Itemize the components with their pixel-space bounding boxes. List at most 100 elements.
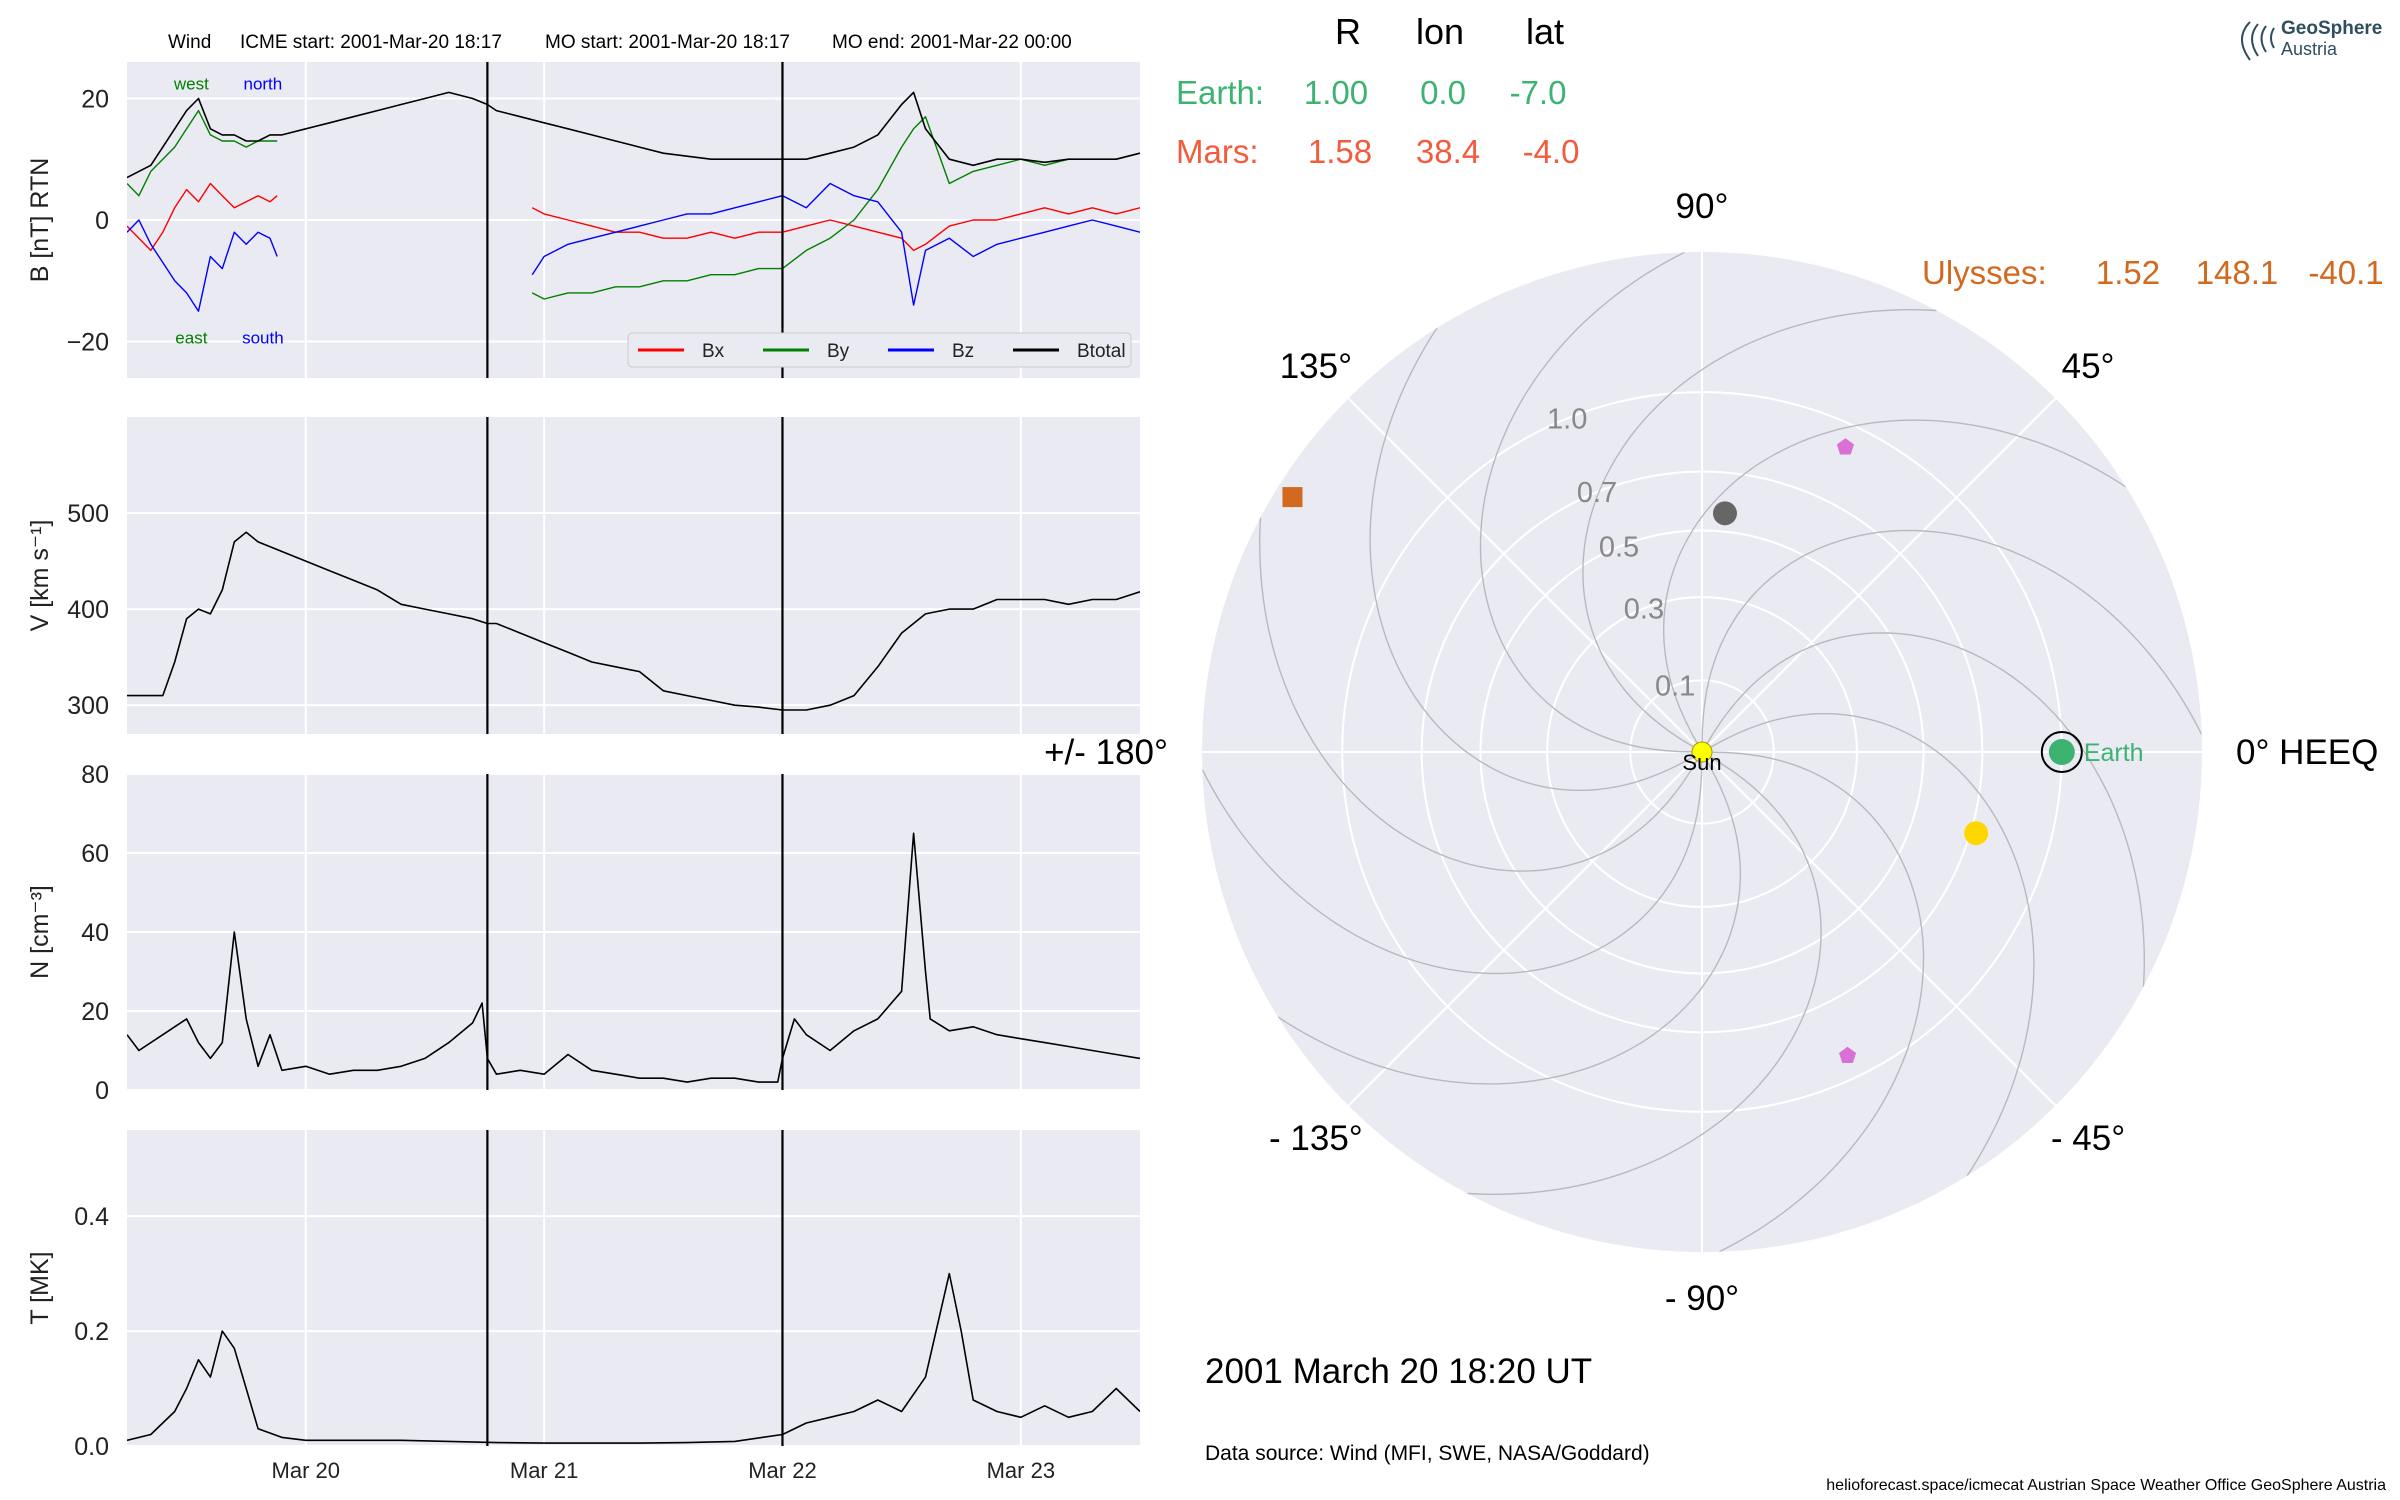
series-line-t: [127, 1272, 1140, 1444]
polar-position-plot: 0.1 0.3 0.5 0.7 1.0 0° HEEQ 45° 90° 135° +/- 180°…: [1044, 187, 2378, 1318]
table-header-lat: lat: [1526, 11, 1564, 52]
table-header-r: R: [1335, 11, 1361, 52]
y-tick-label: 20: [81, 85, 109, 113]
y-tick-label: 0.0: [74, 1433, 109, 1461]
legend-label: By: [827, 341, 850, 362]
y-axis-label: T [MK]: [26, 1251, 54, 1324]
angle-tick-label: - 135°: [1269, 1119, 1363, 1158]
angle-tick-label: - 90°: [1665, 1279, 1739, 1318]
angular-gridline: [1701, 751, 2057, 1107]
radial-tick-label: 0.1: [1655, 670, 1695, 702]
credits-label: helioforecast.space/icmecat Austrian Spa…: [1826, 1477, 2386, 1494]
series-group: [127, 531, 1140, 711]
header-mo-start: MO start: 2001-Mar-20 18:17: [545, 32, 790, 53]
panel-4: 0.0 0.2 0.4 T [MK] Mar 20 Mar 21 Mar 22 Mar 23: [26, 1130, 1140, 1483]
logo-line2: Austria: [2281, 39, 2338, 59]
angular-gridline: [1701, 397, 2057, 753]
spiral-line: [1202, 751, 1703, 975]
spiral-line: [1467, 751, 1822, 1195]
x-tick-label: Mar 23: [987, 1458, 1055, 1483]
legend-label: Bz: [952, 341, 974, 362]
geosphere-logo: GeoSphere Austria: [2241, 18, 2382, 61]
spacecraft-marker: [1836, 438, 1854, 455]
ulysses-marker: [1282, 487, 1303, 508]
radial-tick-label: 0.7: [1577, 477, 1617, 509]
legend: Bx By Bz Btotal: [627, 332, 1132, 368]
table-ulysses-name: Ulysses:: [1922, 254, 2047, 291]
annotation-west: west: [173, 74, 209, 93]
spiral-line: [1663, 419, 2127, 753]
angle-tick-label: +/- 180°: [1044, 733, 1168, 772]
panel-1: −20 0 20 B [nT] RTN west north east south Bx By Bz…: [26, 62, 1140, 378]
spiral-line: [1701, 632, 2145, 987]
earth-label: Earth: [2084, 739, 2144, 767]
table-ulysses-lat: -40.1: [2308, 254, 2383, 291]
table-earth-lon: 0.0: [1420, 74, 1466, 111]
table-header-lon: lon: [1416, 11, 1464, 52]
spacecraft-marker: [1839, 1046, 1857, 1063]
header-mo-end: MO end: 2001-Mar-22 00:00: [832, 32, 1072, 53]
y-axis-label: B [nT] RTN: [26, 158, 54, 283]
table-mars-name: Mars:: [1176, 133, 1259, 170]
series-line-n: [127, 832, 1140, 1083]
x-tick-label: Mar 21: [510, 1458, 578, 1483]
table-earth-r: 1.00: [1304, 74, 1368, 111]
y-tick-label: 0: [95, 1077, 109, 1105]
legend-box: [627, 332, 1132, 368]
radial-tick-label: 0.3: [1624, 593, 1664, 625]
spiral-line: [1701, 529, 2202, 753]
series-line-v: [127, 531, 1140, 711]
radial-tick-label: 1.0: [1547, 403, 1587, 435]
y-axis-label: V [km s⁻¹]: [26, 520, 54, 632]
table-earth-lat: -7.0: [1510, 74, 1567, 111]
planet-marker: [1712, 501, 1737, 526]
annotation-north: north: [243, 74, 282, 93]
spiral-line: [1369, 327, 1703, 791]
spiral-line: [1701, 751, 1925, 1252]
sun-marker: [1691, 741, 1713, 763]
angle-tick-label: 0° HEEQ: [2236, 733, 2378, 772]
series-line-by: [127, 109, 1140, 300]
geosphere-logo-icon: [2241, 21, 2275, 61]
angle-tick-label: 90°: [1676, 187, 1729, 226]
y-tick-label: 0.4: [74, 1203, 109, 1231]
panel-background: [127, 417, 1140, 734]
table-mars-lat: -4.0: [1523, 133, 1580, 170]
positions-table: R lon lat Earth: 1.00 0.0 -7.0 Mars: 1.5…: [1176, 11, 2384, 291]
series-group: [127, 1272, 1140, 1444]
table-earth-name: Earth:: [1176, 74, 1264, 111]
spiral-line: [1479, 252, 1703, 753]
angle-tick-label: 135°: [1280, 347, 1352, 386]
table-ulysses-r: 1.52: [2096, 254, 2160, 291]
y-tick-label: 500: [67, 500, 109, 528]
series-line-btotal: [127, 91, 1140, 179]
angular-gridline: [1347, 397, 1703, 753]
x-tick-label: Mar 20: [272, 1458, 340, 1483]
legend-label: Btotal: [1077, 341, 1126, 362]
time-series-panels: −20 0 20 B [nT] RTN west north east south Bx By Bz…: [26, 62, 1140, 1483]
table-ulysses-lon: 148.1: [2196, 254, 2279, 291]
legend-label: Bx: [702, 341, 725, 362]
y-tick-label: 40: [81, 919, 109, 947]
angle-tick-label: 45°: [2062, 347, 2115, 386]
series-group: [127, 832, 1140, 1083]
y-axis-label: N [cm⁻³]: [26, 885, 54, 979]
y-tick-label: 60: [81, 840, 109, 868]
y-tick-label: 0.2: [74, 1318, 109, 1346]
annotation-south: south: [242, 328, 284, 347]
x-tick-label: Mar 22: [748, 1458, 816, 1483]
header-spacecraft: Wind: [168, 32, 211, 53]
spiral-line: [1582, 309, 1937, 753]
spiral-line: [1701, 713, 2035, 1177]
radial-tick-label: 0.5: [1599, 532, 1639, 564]
series-group: [127, 91, 1140, 312]
header-icme-start: ICME start: 2001-Mar-20 18:17: [240, 32, 502, 53]
y-tick-label: 80: [81, 761, 109, 789]
y-tick-label: 20: [81, 998, 109, 1026]
y-tick-label: −20: [67, 329, 109, 357]
planet-marker: [1964, 821, 1989, 846]
series-line-bz: [127, 182, 1140, 312]
angle-tick-label: - 45°: [2051, 1119, 2125, 1158]
logo-line1: GeoSphere: [2281, 18, 2382, 39]
